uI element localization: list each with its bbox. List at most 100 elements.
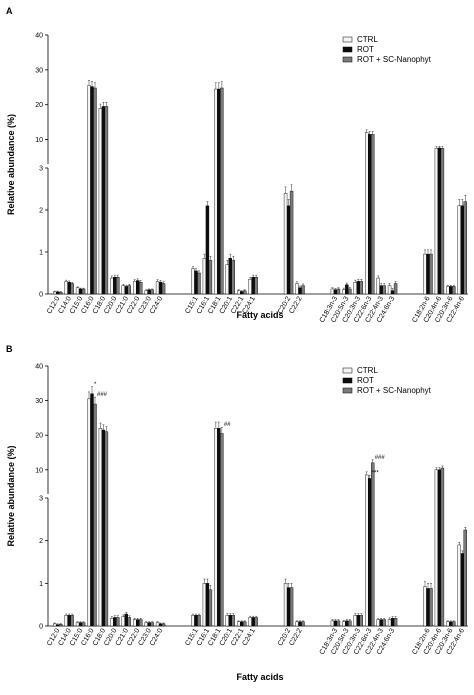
legend-swatch [342,367,353,374]
bar [59,624,63,627]
bar [78,288,83,295]
legend-swatch [342,387,353,394]
bar [127,285,131,295]
bar [382,619,386,627]
legend-label: ROT [357,376,374,385]
y-tick-label: 20 [35,102,43,109]
x-axis-title: Fatty acids [236,672,283,682]
bar [333,620,338,627]
bar [426,588,430,627]
panel-label: B [6,344,13,354]
y-tick-label: 40 [35,33,43,40]
bar [251,277,255,295]
bar [90,393,94,627]
bar [56,624,60,627]
bar [98,428,103,627]
bar [101,106,106,295]
bar [124,286,128,295]
bar [452,621,456,627]
bar [298,287,302,295]
bar [434,469,439,627]
bar [150,289,154,295]
bar [286,587,291,627]
bar [136,280,140,295]
bar [56,291,60,295]
y-tick-label: 3 [39,166,43,173]
bar [59,292,63,295]
y-tick-label: 10 [35,137,43,144]
bar [254,617,258,627]
bar [93,403,97,627]
bar [90,86,94,295]
y-tick-label: 1 [39,581,43,588]
bar [345,620,349,627]
bar [139,619,143,627]
bar [446,621,450,627]
bar [440,148,445,295]
x-axis-title: Fatty acids [236,310,283,320]
bar [330,620,335,627]
significance-annotation: *** [372,470,380,476]
bar [348,288,352,295]
bar [75,287,80,295]
y-tick-label: 1 [39,250,43,257]
bar [81,622,86,627]
bar [121,285,125,295]
y-tick-label: 20 [35,433,43,440]
bar [248,617,252,627]
bar [144,622,148,627]
bar [64,281,68,295]
bar [133,619,137,627]
bar [336,288,341,295]
bar [237,290,241,295]
bar [205,205,210,295]
bar [365,132,369,295]
bar [197,615,201,627]
bar [356,615,360,627]
bar [449,621,453,627]
bar [147,622,151,627]
bar [336,620,341,627]
bar [205,583,210,627]
significance-annotation: * [94,382,97,388]
bar [365,474,369,627]
bar [301,285,305,295]
significance-annotation: ## [224,422,231,428]
bar [243,621,247,627]
bar [240,291,244,295]
bar [390,290,395,295]
bar [208,589,213,627]
bar [423,586,427,627]
bar [240,621,244,627]
bar [194,615,198,627]
bar [387,619,392,627]
bar [133,281,137,295]
bar [463,201,467,295]
bar [98,108,103,295]
bar [64,615,68,627]
bar [283,192,288,295]
bar [87,85,91,295]
bar [295,283,299,295]
bar [248,279,252,295]
bar [75,622,80,627]
legend-label: CTRL [357,35,378,44]
bar [113,617,117,627]
bar [231,260,235,295]
bar [93,87,97,295]
bar [87,398,91,627]
bar [359,615,363,627]
bar [429,253,433,295]
bar [429,588,433,627]
bar [387,285,392,295]
y-tick-label: 40 [35,364,43,371]
bar [202,583,207,627]
bar [333,289,338,295]
y-tick-label: 2 [39,538,43,545]
bar [110,277,114,295]
bar [330,288,335,295]
bar [161,283,166,295]
bar [194,270,198,295]
bar [121,616,125,627]
bar [449,286,453,295]
